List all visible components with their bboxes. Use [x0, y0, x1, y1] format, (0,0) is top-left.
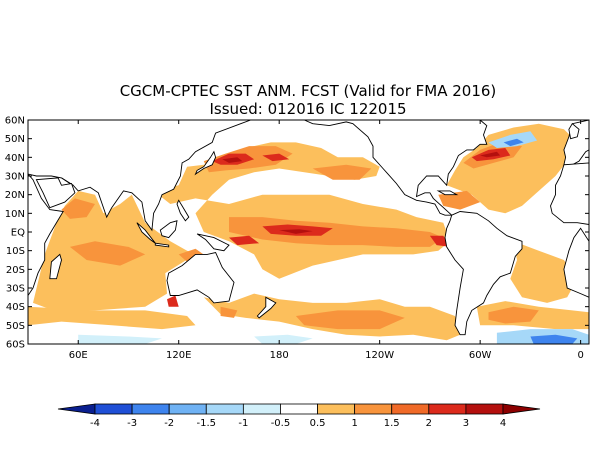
colorbar-tick-label: 1 [351, 418, 357, 429]
anomaly-gulf-stream-core [480, 151, 501, 158]
land-philippines [176, 199, 190, 222]
longitude-axis: 60E 120E 180 120W 60W 0 [69, 120, 584, 361]
lat-label: 20N [5, 190, 25, 201]
anomaly-sw-indian-warm [28, 306, 196, 330]
colorbar-high-arrow [502, 403, 541, 415]
land-australia [166, 251, 235, 304]
anomaly-nino12-red [429, 235, 450, 247]
colorbar-tick-label: 0.5 [310, 418, 326, 429]
anomaly-ross-cold [254, 334, 313, 344]
colorbar-box [317, 403, 356, 415]
land-cuba [436, 190, 459, 196]
colorbar-tick-label: 4 [500, 418, 506, 429]
land-new-guinea [196, 233, 230, 252]
anomaly-equatorial-core [279, 229, 313, 234]
colorbar-box [131, 403, 170, 415]
land-europe-west [563, 120, 589, 166]
land-madagascar [49, 253, 62, 280]
land-south-america [444, 211, 523, 336]
lat-label: EQ [11, 228, 25, 239]
anomaly-west-australia-red [167, 295, 179, 307]
colorbar-low-arrow [57, 403, 96, 415]
lon-label: 180 [270, 350, 289, 361]
land-nz [256, 296, 277, 319]
anomaly-equatorial-red-2 [229, 235, 260, 246]
anomaly-caribbean-1 [438, 190, 481, 210]
colorbar-tick-label: -3 [127, 418, 137, 429]
colorbar-tick-label: 2 [426, 418, 432, 429]
anomaly-tasman-1 [220, 306, 238, 318]
lon-label: 60W [469, 350, 492, 361]
anomaly-kuroshio-red-2 [262, 153, 290, 162]
anomaly-weddell-core [530, 334, 578, 344]
colorbar-box [94, 403, 133, 415]
land-britain [568, 123, 580, 140]
colorbar-tick-label: -2 [164, 418, 174, 429]
lat-label: 40N [5, 153, 25, 164]
land-borneo [159, 220, 178, 239]
land-antarctica [28, 343, 589, 344]
map-subtitle: Issued: 012016 IC 122015 [209, 100, 406, 118]
colorbar-tick-label: -4 [90, 418, 100, 429]
lon-label: 120W [365, 350, 394, 361]
anomaly-southern-pacific-1 [295, 310, 405, 330]
anomaly-kuroshio-core [222, 157, 243, 163]
lat-label: 60S [6, 340, 25, 351]
land-southern-africa-west [563, 227, 589, 298]
colorbar-box [168, 403, 207, 415]
land-africa [28, 173, 64, 297]
colorbar-box [242, 403, 281, 415]
lat-label: 30N [5, 172, 25, 183]
anomaly-south-atlantic-1 [488, 306, 539, 324]
colorbar-tick-label: 1.5 [384, 418, 400, 429]
colorbar-box [354, 403, 393, 415]
colorbar-tick-label: -1 [238, 418, 248, 429]
lat-label: 40S [6, 302, 25, 313]
latitude-axis: 60N 50N 40N 30N 20N 10N EQ 10S 20S 30S 40S 50S 60S [5, 116, 589, 351]
colorbar: -4 -3 -2 -1.5 -1 -0.5 0.5 1 1.5 2 3 4 [57, 403, 541, 429]
colorbar-box [465, 403, 504, 415]
map-panel [28, 109, 589, 344]
colorbar-tick-label: 3 [463, 418, 469, 429]
land-sumatra [136, 222, 156, 244]
anomaly-shading [28, 123, 589, 344]
anomaly-equatorial-pacific-1 [229, 217, 444, 247]
colorbar-tick-label: -0.5 [271, 418, 291, 429]
lat-label: 20S [6, 265, 25, 276]
lat-label: 30S [6, 284, 25, 295]
colorbar-box [428, 403, 467, 415]
land-arabia [35, 177, 76, 209]
anomaly-indian-1 [69, 241, 146, 266]
anomaly-subpolar-atlantic-core [503, 138, 524, 147]
anomaly-north-pacific-east-1 [312, 164, 372, 180]
land-java [154, 242, 170, 248]
lon-label: 120E [166, 350, 191, 361]
colorbar-box [280, 403, 318, 415]
colorbar-tick-label: -1.5 [197, 418, 217, 429]
lon-label: 0 [577, 350, 583, 361]
lat-label: 50N [5, 134, 25, 145]
anomaly-subpolar-atlantic-cold [488, 131, 538, 148]
lon-label: 60E [69, 350, 88, 361]
coastlines [28, 109, 589, 344]
anomaly-arabian-1 [61, 198, 95, 219]
lat-label: 60N [5, 116, 25, 127]
anomaly-south-atlantic-warm [510, 241, 578, 303]
lat-label: 50S [6, 321, 25, 332]
lat-label: 10N [5, 209, 25, 220]
colorbar-box [205, 403, 244, 415]
lat-label: 10S [6, 246, 25, 257]
anomaly-indian-southern-cold [78, 334, 162, 344]
land-north-america [304, 120, 488, 216]
colorbar-box [391, 403, 430, 415]
land-japan [194, 150, 217, 176]
map-title: CGCM-CPTEC SST ANM. FCST (Valid for FMA … [120, 82, 497, 100]
land-iceland [542, 109, 555, 113]
land-africa-west [550, 162, 589, 225]
anomaly-north-atlantic-warm [446, 123, 578, 214]
